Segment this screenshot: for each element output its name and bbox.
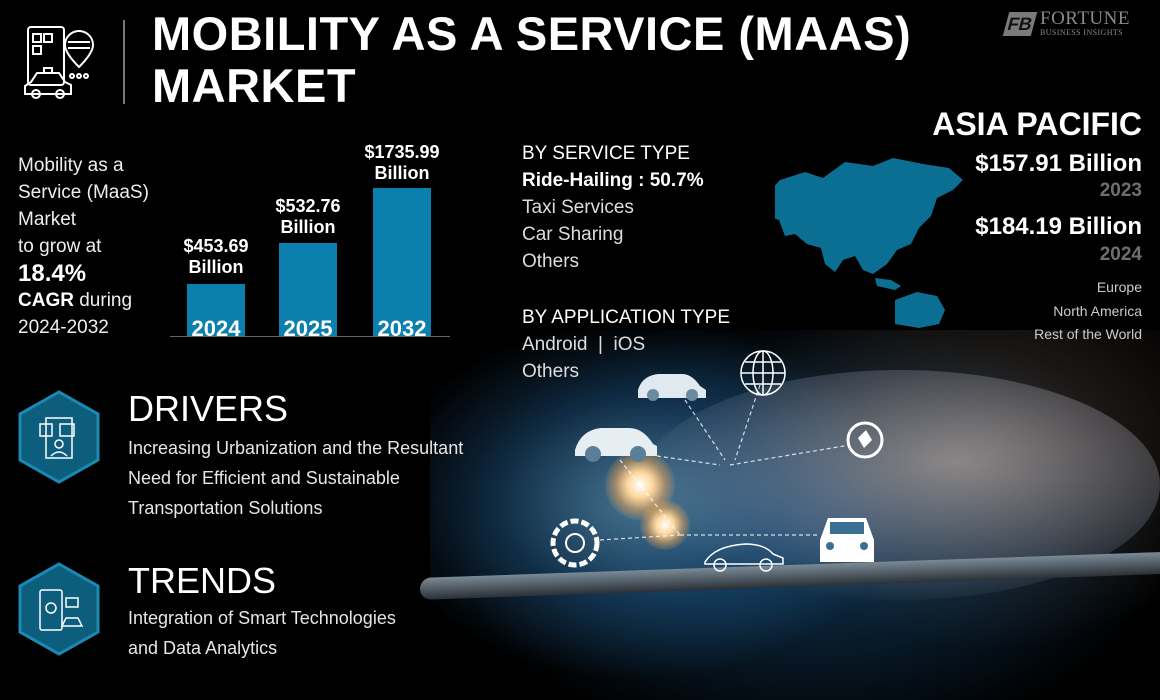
globe-icon xyxy=(740,350,786,396)
region-year-2024: 2024 xyxy=(1099,244,1142,265)
region-value-2024: $184.19 Billion xyxy=(975,213,1142,240)
car-icon xyxy=(575,428,657,462)
asia-pacific-map-icon xyxy=(775,158,963,328)
pie-chart-icon xyxy=(846,421,884,459)
growth-line3: Market xyxy=(18,209,77,230)
cagr-label: CAGR xyxy=(18,290,74,311)
bar-label-2024: $453.69 Billion xyxy=(183,236,249,277)
bar-2024: 2024 xyxy=(187,284,245,341)
growth-statement: Mobility as a Service (MaaS) Market to g… xyxy=(18,152,149,341)
growth-line4: to grow at xyxy=(18,236,102,257)
drivers-title: DRIVERS xyxy=(128,388,289,429)
fortune-business-insights-logo: FB FORTUNE BUSINESS INSIGHTS xyxy=(1002,8,1130,37)
application-type-heading: BY APPLICATION TYPE xyxy=(522,307,731,328)
region-value-2023: $157.91 Billion xyxy=(975,150,1142,177)
service-item-taxi: Taxi Services xyxy=(522,197,634,218)
bar-label-2032: $1735.99 Billion xyxy=(364,142,440,183)
car-icon xyxy=(638,374,706,401)
header-divider xyxy=(123,20,125,104)
application-item-mobile: Android | iOS xyxy=(522,334,646,355)
trends-title: TRENDS xyxy=(128,560,277,601)
service-item-others: Others xyxy=(522,251,580,272)
region-title: ASIA PACIFIC xyxy=(932,106,1142,142)
sports-car-icon xyxy=(704,543,784,572)
region-europe: Europe xyxy=(1096,279,1142,295)
connected-vehicles-illustration xyxy=(550,350,884,572)
service-item-car-sharing: Car Sharing xyxy=(522,224,624,245)
forecast-period: 2024-2032 xyxy=(18,317,109,338)
bar-year-label: 2032 xyxy=(377,316,427,341)
region-year-2023: 2023 xyxy=(1099,180,1142,201)
drivers-text: Increasing Urbanization and the Resultan… xyxy=(128,438,464,518)
car-front-icon xyxy=(820,518,874,562)
bar-label-2025: $532.76 Billion xyxy=(275,196,341,237)
bar-2025: 2025 xyxy=(279,243,337,341)
other-regions-list: Europe North America Rest of the World xyxy=(1034,276,1142,347)
bar-year-label: 2025 xyxy=(283,316,333,341)
chart-baseline xyxy=(170,336,450,337)
cagr-value: 18.4% xyxy=(18,260,87,287)
growth-line1: Mobility as a xyxy=(18,155,124,176)
service-type-heading: BY SERVICE TYPE xyxy=(522,143,690,164)
fbi-logo-mark-icon: FB xyxy=(1002,11,1038,36)
bar-year-label: 2024 xyxy=(191,316,241,341)
service-item-ride-hailing: Ride-Hailing : 50.7% xyxy=(522,170,704,191)
page-title: MOBILITY AS A SERVICE (MAAS) MARKET xyxy=(152,7,912,112)
light-flare xyxy=(640,500,690,550)
application-item-others: Others xyxy=(522,361,580,382)
service-type-section: BY SERVICE TYPE Ride-Hailing : 50.7% Tax… xyxy=(522,140,704,275)
market-size-bar-chart: $453.69 Billion 2024 $532.76 Billion 2025 … xyxy=(170,140,450,341)
smartphone-taxi-location-icon xyxy=(24,26,95,99)
trends-text: Integration of Smart Technologies and Da… xyxy=(128,608,396,658)
drivers-hexagon-icon xyxy=(18,390,100,484)
growth-line2: Service (MaaS) xyxy=(18,182,149,203)
bar-2032: 2032 xyxy=(373,188,431,341)
region-rest-of-world: Rest of the World xyxy=(1034,326,1142,342)
during-label: during xyxy=(73,290,133,311)
logo-line2: BUSINESS INSIGHTS xyxy=(1040,28,1124,37)
application-type-section: BY APPLICATION TYPE Android | iOS Others xyxy=(522,304,730,385)
region-north-america: North America xyxy=(1053,302,1142,319)
tire-icon xyxy=(550,518,600,568)
logo-line1: FORTUNE xyxy=(1040,8,1130,29)
trends-hexagon-icon xyxy=(18,562,100,656)
